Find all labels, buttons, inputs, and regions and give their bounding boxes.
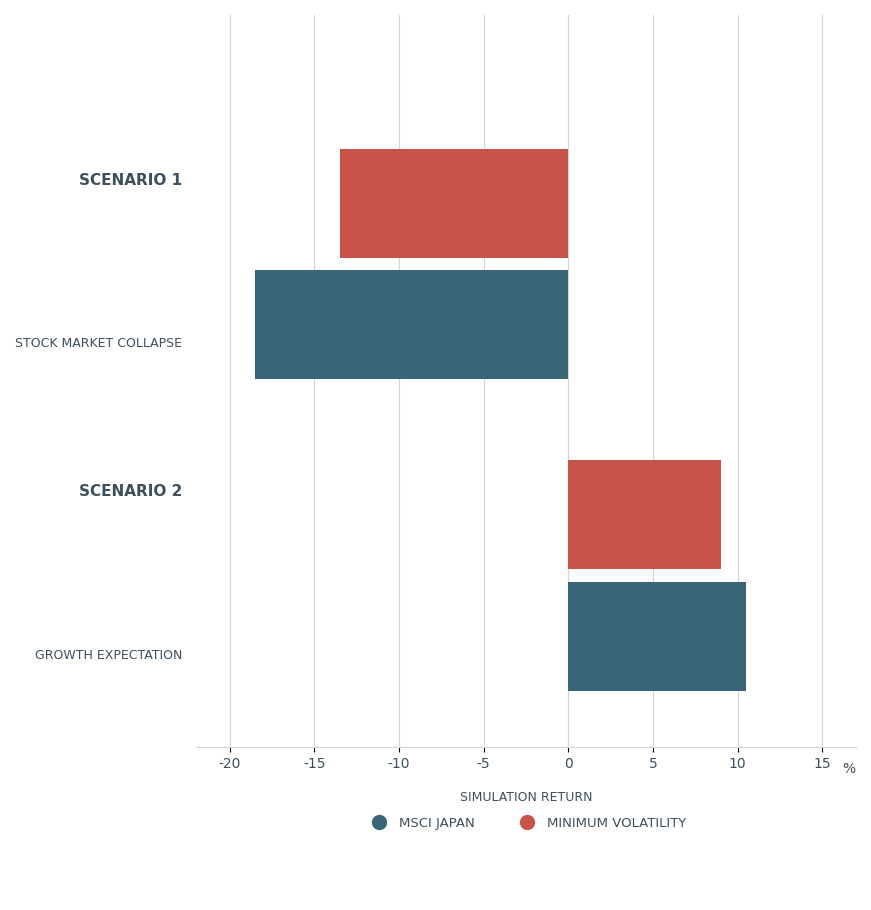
Text: SCENARIO 2: SCENARIO 2	[79, 484, 182, 500]
Bar	[568, 581, 746, 691]
X-axis label: SIMULATION RETURN: SIMULATION RETURN	[460, 792, 592, 804]
Bar	[255, 270, 568, 379]
Legend: MSCI JAPAN, MINIMUM VOLATILITY: MSCI JAPAN, MINIMUM VOLATILITY	[361, 812, 692, 835]
Bar	[568, 460, 720, 570]
Bar	[340, 149, 568, 258]
Text: GROWTH EXPECTATION: GROWTH EXPECTATION	[35, 649, 182, 662]
Text: SCENARIO 1: SCENARIO 1	[79, 173, 182, 187]
Text: %: %	[842, 763, 855, 776]
Text: STOCK MARKET COLLAPSE: STOCK MARKET COLLAPSE	[16, 338, 182, 350]
